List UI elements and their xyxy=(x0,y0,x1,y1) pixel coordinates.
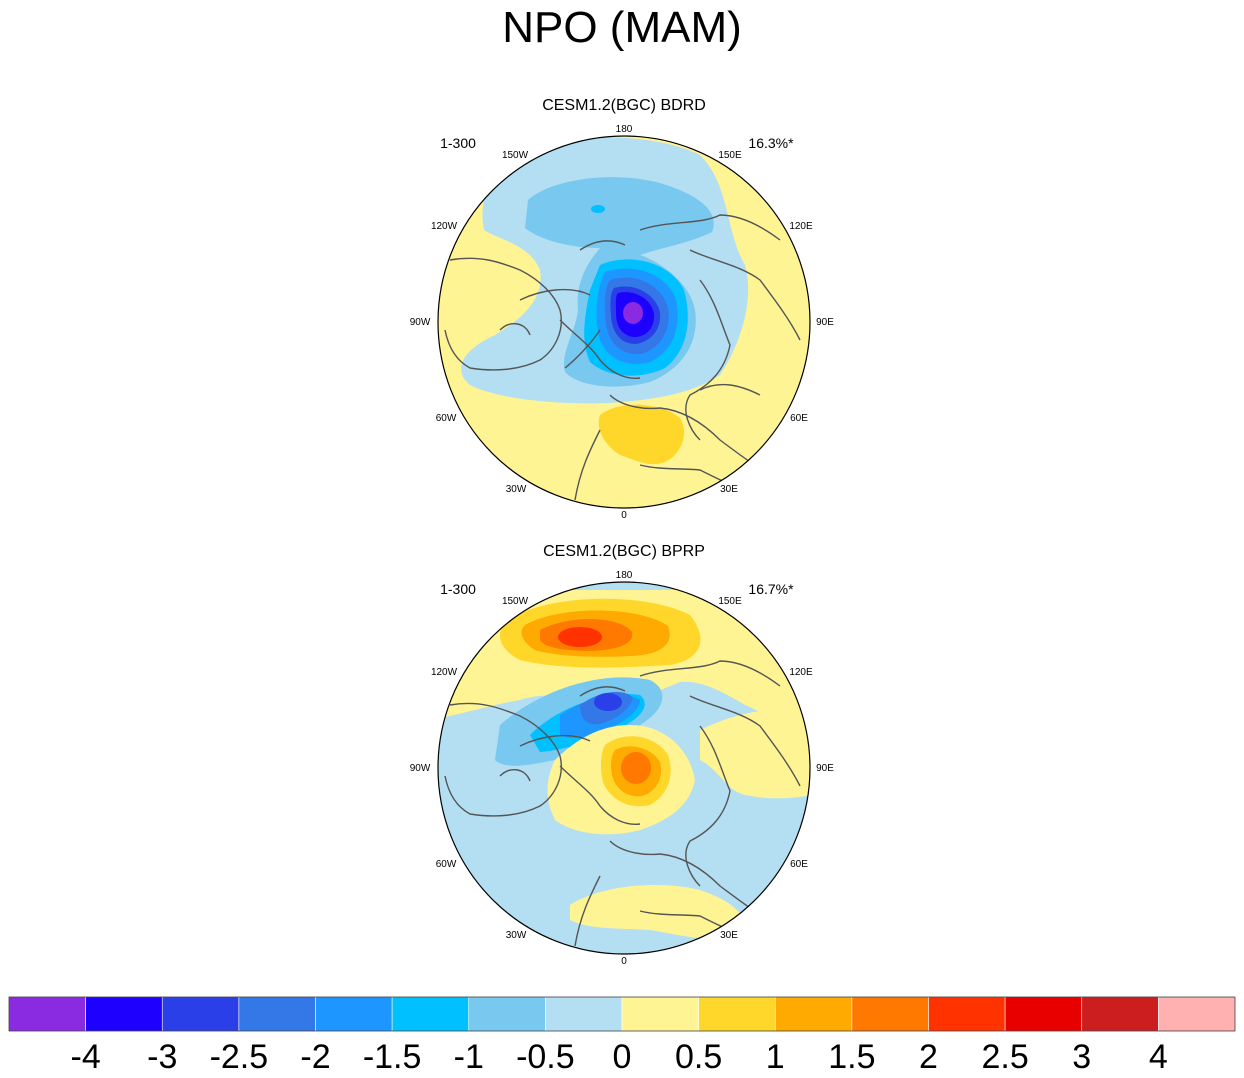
colorbar-swatch xyxy=(774,996,853,1032)
lon-label: 180 xyxy=(616,124,633,135)
colorbar-tick-label: -4 xyxy=(71,1038,101,1076)
colorbar-swatch xyxy=(1158,996,1236,1032)
lon-label: 150E xyxy=(718,150,742,161)
colorbar-tick-label: 2 xyxy=(919,1038,938,1076)
colorbar: -4 -3 -2.5 -2 -1.5 -1 -0.5 0 0.5 1 1.5 2 2.5 3 4 xyxy=(8,996,1236,1076)
contour-neg-4 xyxy=(623,302,643,324)
polar-map xyxy=(438,582,810,954)
colorbar-swatch xyxy=(85,996,163,1032)
colorbar-swatch xyxy=(545,996,623,1032)
lon-label: 90W xyxy=(410,317,431,328)
panel-left-label: 1-300 xyxy=(440,135,476,151)
lon-label: 60E xyxy=(790,859,808,870)
panel-title: CESM1.2(BGC) BDRD xyxy=(542,97,706,114)
lon-label: 60W xyxy=(436,413,457,424)
map-border xyxy=(437,135,811,509)
lon-label: 180 xyxy=(616,570,633,581)
contour-pos-0-east xyxy=(700,708,810,799)
colorbar-tick-label: -0.5 xyxy=(516,1038,575,1076)
lon-label: 120E xyxy=(789,667,813,678)
colorbar-swatch xyxy=(1004,996,1083,1032)
lon-label: 30W xyxy=(506,930,527,941)
figure-title: NPO (MAM) xyxy=(502,3,742,52)
colorbar-tick-label: 0 xyxy=(613,1038,632,1076)
colorbar-swatch xyxy=(161,996,240,1032)
colorbar-swatch xyxy=(468,996,546,1032)
lon-label: 0 xyxy=(621,956,627,967)
colorbar-tick-label: 2.5 xyxy=(981,1038,1028,1076)
colorbar-swatch xyxy=(238,996,316,1032)
contour-neg-3 xyxy=(594,693,622,711)
colorbar-frame xyxy=(8,996,1236,1032)
colorbar-swatch xyxy=(8,996,86,1032)
lon-label: 150E xyxy=(718,596,742,607)
lon-label: 0 xyxy=(621,510,627,521)
lon-label: 120W xyxy=(431,667,458,678)
lon-label: 150W xyxy=(502,150,529,161)
lon-label: 30E xyxy=(720,484,738,495)
longitude-labels: 180 150E 120E 90E 60E 30E 0 30W 60W 90W … xyxy=(410,570,835,967)
colorbar-swatch xyxy=(315,996,393,1032)
colorbar-tick-label: 4 xyxy=(1149,1038,1168,1076)
colorbar-swatch xyxy=(698,996,776,1032)
colorbar-tick-label: 3 xyxy=(1072,1038,1091,1076)
lon-label: 90E xyxy=(816,317,834,328)
contour-pos-0.5 xyxy=(598,404,685,465)
panel-bdrd: CESM1.2(BGC) BDRD 1-300 16.3%* xyxy=(410,97,835,521)
colorbar-swatch xyxy=(928,996,1006,1032)
colorbar-tick-label: -2.5 xyxy=(210,1038,269,1076)
colorbar-tick-label: 0.5 xyxy=(675,1038,722,1076)
lon-label: 120W xyxy=(431,221,458,232)
colorbar-swatch xyxy=(391,996,470,1032)
panel-variance-label: 16.7%* xyxy=(748,581,794,597)
colorbar-tick-label: 1 xyxy=(766,1038,785,1076)
lon-label: 120E xyxy=(789,221,813,232)
colorbar-swatch xyxy=(851,996,929,1032)
longitude-labels: 180 150E 120E 90E 60E 30E 0 30W 60W 90W … xyxy=(410,124,835,521)
panel-title: CESM1.2(BGC) BPRP xyxy=(543,543,705,560)
panel-variance-label: 16.3%* xyxy=(748,135,794,151)
colorbar-tick-label: -1.5 xyxy=(363,1038,422,1076)
contour-pos-1.5-mid xyxy=(621,752,651,784)
colorbar-tick-label: 1.5 xyxy=(828,1038,875,1076)
contour-pos-0-south xyxy=(570,885,746,940)
colorbar-tick-label: -3 xyxy=(147,1038,177,1076)
coastlines xyxy=(444,660,801,947)
colorbar-swatch xyxy=(1081,996,1159,1032)
lon-label: 60W xyxy=(436,859,457,870)
contour-neg-1.5-small xyxy=(591,205,605,213)
lon-label: 30W xyxy=(506,484,527,495)
lon-label: 90E xyxy=(816,763,834,774)
panel-bprp: CESM1.2(BGC) BPRP 1-300 16.7%* xyxy=(410,543,835,967)
lon-label: 150W xyxy=(502,596,529,607)
map-border xyxy=(437,581,811,955)
lon-label: 90W xyxy=(410,763,431,774)
polar-map xyxy=(438,136,810,508)
colorbar-swatch xyxy=(621,996,699,1032)
colorbar-tick-label: -2 xyxy=(300,1038,330,1076)
panel-left-label: 1-300 xyxy=(440,581,476,597)
lon-label: 30E xyxy=(720,930,738,941)
colorbar-tick-label: -1 xyxy=(454,1038,484,1076)
lon-label: 60E xyxy=(790,413,808,424)
contour-pos-2 xyxy=(558,627,602,647)
